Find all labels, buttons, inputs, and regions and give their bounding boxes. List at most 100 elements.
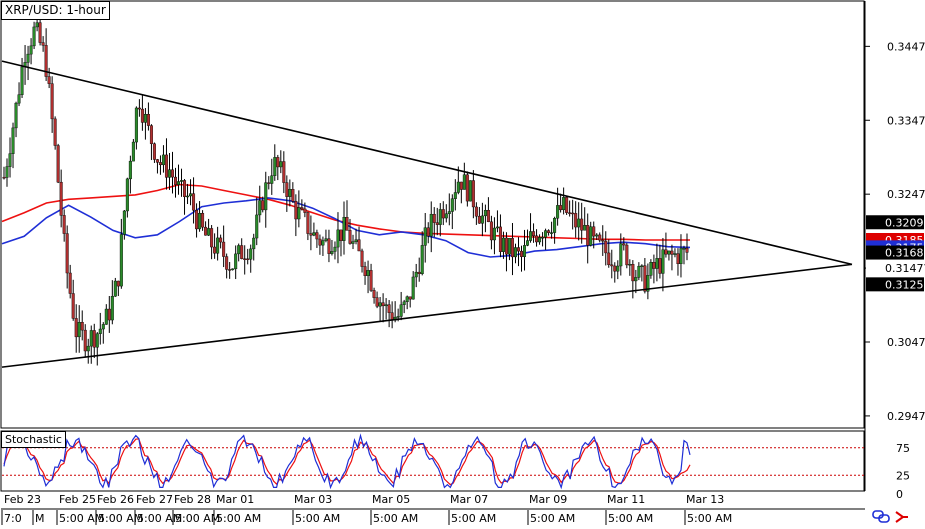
candle: [50, 83, 54, 120]
candle: [255, 214, 259, 239]
candle: [562, 197, 566, 211]
candle: [510, 238, 514, 258]
candle: [333, 246, 337, 252]
price-tick-label: 0.3447: [887, 40, 925, 53]
candle: [195, 209, 199, 230]
trendline-lower[interactable]: [1, 263, 853, 368]
candle: [607, 252, 611, 266]
candle: [213, 246, 217, 254]
candle: [285, 182, 289, 197]
candle: [544, 230, 548, 238]
time-label: 5:00 AM: [530, 512, 575, 525]
candle: [438, 209, 442, 225]
candle: [201, 213, 205, 228]
candle: [486, 209, 490, 223]
candle: [631, 264, 635, 282]
candle: [104, 308, 108, 325]
time-label: 5:00 AM: [175, 512, 220, 525]
date-label: Mar 05: [372, 493, 410, 506]
candle: [324, 238, 328, 241]
candle: [619, 243, 623, 267]
candle: [336, 229, 340, 248]
candle: [577, 218, 581, 228]
candle: [161, 154, 165, 166]
time-label: 5:00 AM: [687, 512, 732, 525]
candle: [222, 241, 226, 257]
candle: [541, 236, 545, 239]
candle: [372, 290, 376, 298]
date-label: Mar 01: [216, 493, 254, 506]
candle: [685, 248, 689, 253]
candle: [243, 258, 247, 260]
candle: [41, 42, 45, 46]
candle: [131, 141, 135, 162]
candle: [62, 215, 66, 234]
candle: [453, 192, 457, 199]
candle: [17, 94, 21, 104]
date-label: Mar 07: [450, 493, 488, 506]
candle: [592, 226, 596, 237]
candle: [189, 193, 193, 197]
candle: [35, 22, 39, 28]
price-badge-label: 0.3125: [885, 278, 924, 291]
candle: [601, 239, 605, 242]
candle: [198, 213, 202, 230]
candle: [435, 222, 439, 225]
candle: [180, 180, 184, 182]
candle: [158, 162, 162, 166]
link-icon[interactable]: [872, 510, 890, 523]
arrow-icon[interactable]: [895, 511, 908, 523]
candle: [98, 328, 102, 334]
candle: [550, 232, 554, 234]
candle: [667, 250, 671, 255]
candle: [321, 240, 325, 246]
candle: [387, 304, 391, 313]
candle: [32, 26, 36, 47]
candle: [210, 228, 214, 248]
candle: [204, 226, 208, 236]
candle: [47, 76, 51, 84]
candle: [258, 200, 262, 216]
candle: [679, 248, 683, 265]
time-label: 5:00 AM: [98, 512, 143, 525]
candle: [297, 207, 301, 220]
candle: [498, 226, 502, 252]
candle: [571, 212, 575, 215]
stochastic-pane[interactable]: [0, 430, 865, 492]
candle: [315, 232, 319, 240]
candle: [59, 181, 63, 216]
candle: [363, 266, 367, 276]
candle: [339, 229, 343, 241]
candle: [312, 232, 316, 236]
candle: [152, 143, 156, 160]
candle: [327, 238, 331, 254]
candle: [330, 251, 334, 254]
candle: [122, 210, 126, 235]
chart-title: XRP/USD: 1-hour: [1, 1, 110, 20]
candle: [640, 265, 644, 267]
candle: [429, 213, 433, 237]
candle: [613, 265, 617, 272]
candle: [622, 243, 626, 246]
candle: [14, 102, 18, 129]
candle: [444, 213, 448, 219]
candle: [574, 213, 578, 228]
candle: [459, 181, 463, 190]
candle: [20, 66, 24, 95]
candle: [44, 45, 48, 77]
candle: [288, 189, 292, 197]
trendline-upper[interactable]: [1, 60, 853, 266]
candle: [137, 107, 141, 110]
candle: [432, 213, 436, 223]
candle: [526, 240, 530, 246]
candle: [489, 221, 493, 241]
candle: [513, 247, 517, 258]
candle: [264, 182, 268, 211]
candle: [360, 250, 364, 267]
candle: [595, 234, 599, 237]
candle: [225, 256, 229, 270]
candle: [56, 145, 60, 183]
link-icon-part: [878, 514, 890, 523]
candle: [658, 258, 662, 274]
